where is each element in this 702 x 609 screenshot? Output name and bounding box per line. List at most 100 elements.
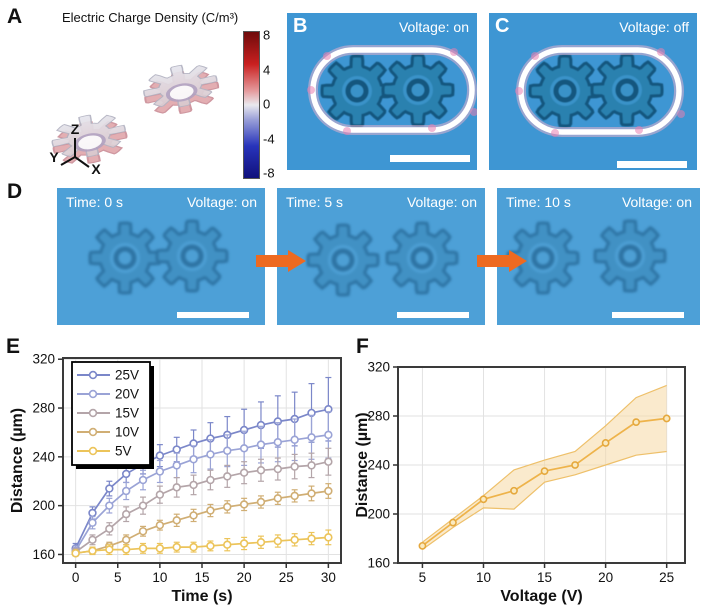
gear-hub [331,248,355,272]
data-point [223,502,232,512]
data-line-10V [75,490,329,555]
arrow-right-icon [256,250,306,272]
y-tick-label: 240 [367,458,390,473]
data-point [510,486,518,495]
colorbar-gradient [243,31,260,179]
panel-d-frame-3: Time: 10 s Voltage: on [497,188,700,325]
gear-hub [618,244,642,268]
scale-bar [397,312,469,318]
gear-hub [180,244,204,268]
data-point [307,489,316,498]
y-axis-label: Distance (µm) [355,412,371,517]
data-point [449,518,457,527]
colorbar-tick: 0 [263,96,271,112]
data-point [324,533,333,542]
data-point [418,541,427,550]
data-point [105,524,114,534]
pink-spot [323,52,331,60]
data-point [307,433,316,442]
x-axis-label: Voltage (V) [500,588,582,605]
pink-spot [450,48,458,56]
data-point [88,508,97,518]
panel-b-micrograph: B Voltage: on [287,13,477,170]
pink-spot [428,124,436,132]
gear-hub [113,246,137,270]
panel-b-voltage-status: Voltage: on [398,19,469,35]
x-tick-label: 5 [419,570,427,585]
data-point [239,468,249,477]
x-axis-label: Time (s) [171,588,232,605]
error-band-edge [422,384,667,543]
data-point [601,439,610,447]
data-point [88,546,97,555]
x-tick-label: 25 [279,570,294,585]
data-point [223,446,232,455]
data-point [571,461,579,469]
data-point [632,418,641,427]
gear-hub [345,79,369,103]
data-point [239,500,249,509]
frame-voltage-status: Voltage: on [621,194,692,210]
panel-b-label: B [293,15,308,37]
data-point [172,542,181,552]
legend-marker [88,389,98,399]
panel-a-title: Electric Charge Density (C/m³) [62,10,239,25]
x-tick-label: 15 [537,570,552,585]
distance-vs-voltage-chart: 5 10 15 20 25 160 200 240 280 320 Voltage (V) Dista… [355,360,686,605]
x-tick-label: 20 [598,570,613,585]
data-point [273,494,283,503]
y-axis-label: Distance (µm) [9,408,26,513]
data-point [172,461,181,470]
gear-hub [531,246,555,270]
data-point [256,440,266,449]
colorbar-tick: 8 [263,27,271,43]
legend-label: 20V [115,387,139,402]
data-point [189,480,198,490]
pink-spot [307,86,315,94]
legend-marker [88,408,98,418]
colorbar-tick: -8 [263,165,275,181]
gear-hub [553,79,577,103]
data-point [121,535,131,545]
y-tick-label: 240 [32,449,55,464]
data-point [273,536,283,546]
x-tick-label: 0 [72,570,80,585]
legend-label: 5V [115,444,132,459]
data-point [105,484,114,493]
panel-a-label: A [7,5,23,28]
arrow-right-icon [477,250,527,272]
gear-hub [165,83,198,102]
data-point [121,545,131,554]
colorbar-tick: -4 [263,131,275,147]
data-point [273,437,283,447]
y-tick-label: 160 [367,556,390,571]
x-tick-label: 20 [237,570,252,585]
gear-hub [615,78,639,102]
data-point [479,495,488,504]
data-point [206,506,215,515]
frame-voltage-status: Voltage: on [186,194,257,210]
gear-hub [74,133,106,152]
pink-spot [635,126,643,134]
data-point [290,435,299,444]
data-point [121,469,131,479]
data-point [290,535,299,545]
x-tick-label: 5 [114,570,122,585]
data-point [155,520,165,530]
scale-bar [177,312,249,318]
data-line-25V [74,408,329,549]
panel-c-micrograph: C Voltage: off [489,13,697,170]
data-point [121,486,131,496]
distance-vs-time-chart: 0 5 10 15 20 25 30 160 200 240 280 320 Time (s) Dista… [9,352,342,605]
data-point [155,467,165,476]
data-line-5V [75,536,329,555]
data-point [239,539,249,548]
frame-time-label: Time: 5 s [286,194,344,210]
scale-bar [390,155,470,162]
data-point [172,445,181,454]
data-point [324,430,333,440]
data-point [206,450,215,459]
data-point [155,490,165,499]
data-point [189,511,198,520]
